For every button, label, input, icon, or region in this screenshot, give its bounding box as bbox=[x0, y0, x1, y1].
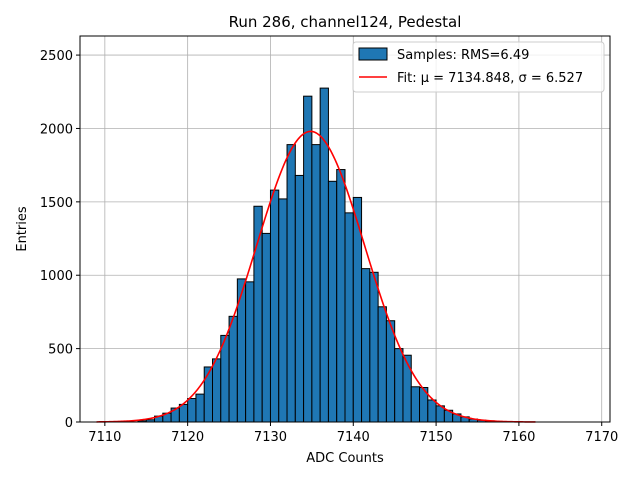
legend-label-fit: Fit: μ = 7134.848, σ = 6.527 bbox=[397, 71, 583, 86]
histogram-bar bbox=[327, 180, 338, 423]
legend-label-samples: Samples: RMS=6.49 bbox=[397, 48, 529, 63]
histogram-bar bbox=[394, 348, 404, 423]
histogram-bar bbox=[278, 198, 288, 423]
histogram-bar bbox=[245, 281, 255, 423]
x-tick-label: 7130 bbox=[254, 430, 287, 445]
y-axis-ticks: 0 500 1000 1500 2000 2500 bbox=[40, 49, 80, 431]
histogram-bar bbox=[377, 306, 387, 423]
y-tick-label: 1500 bbox=[40, 196, 73, 211]
x-tick-label: 7150 bbox=[420, 430, 453, 445]
histogram-bar bbox=[344, 212, 354, 423]
histogram-bars bbox=[137, 87, 512, 423]
histogram-bar bbox=[427, 399, 437, 423]
histogram-bar bbox=[361, 268, 371, 423]
histogram-bar bbox=[187, 398, 197, 423]
x-tick-label: 7120 bbox=[171, 430, 204, 445]
x-tick-label: 7140 bbox=[337, 430, 370, 445]
y-tick-label: 2000 bbox=[40, 122, 73, 137]
histogram-bar bbox=[261, 232, 271, 423]
histogram-bar bbox=[220, 334, 230, 423]
histogram-bar bbox=[311, 144, 321, 423]
chart-title: Run 286, channel124, Pedestal bbox=[229, 13, 462, 31]
histogram-bar bbox=[385, 320, 396, 423]
histogram-bar bbox=[369, 271, 379, 423]
histogram-bar bbox=[336, 169, 346, 423]
x-tick-label: 7170 bbox=[585, 430, 618, 445]
legend-box bbox=[352, 41, 605, 93]
histogram-bar bbox=[286, 144, 296, 423]
y-tick-label: 1000 bbox=[40, 269, 73, 284]
histogram-bar bbox=[203, 366, 213, 423]
x-tick-label: 7110 bbox=[88, 430, 121, 445]
y-tick-label: 2500 bbox=[40, 49, 73, 64]
histogram-bar bbox=[303, 95, 313, 423]
legend-swatch-samples bbox=[358, 47, 388, 61]
x-axis-ticks: 7110 7120 7130 7140 7150 7160 7170 bbox=[88, 422, 618, 445]
y-axis-label: Entries bbox=[15, 206, 30, 252]
y-tick-label: 500 bbox=[48, 343, 73, 358]
histogram-bar bbox=[195, 393, 205, 423]
x-axis-label: ADC Counts bbox=[306, 451, 384, 466]
legend: Samples: RMS=6.49 Fit: μ = 7134.848, σ =… bbox=[352, 41, 605, 93]
plot-frame bbox=[79, 35, 611, 423]
histogram-bar bbox=[178, 403, 189, 423]
histogram-bar bbox=[294, 174, 305, 423]
fit-curve bbox=[96, 130, 536, 423]
histogram-bar bbox=[410, 386, 421, 423]
histogram-bar bbox=[402, 354, 412, 423]
x-tick-label: 7160 bbox=[502, 430, 535, 445]
histogram-bar bbox=[212, 358, 222, 423]
y-tick-label: 0 bbox=[65, 416, 73, 431]
histogram-bar bbox=[228, 315, 238, 423]
histogram-bar bbox=[269, 189, 280, 423]
